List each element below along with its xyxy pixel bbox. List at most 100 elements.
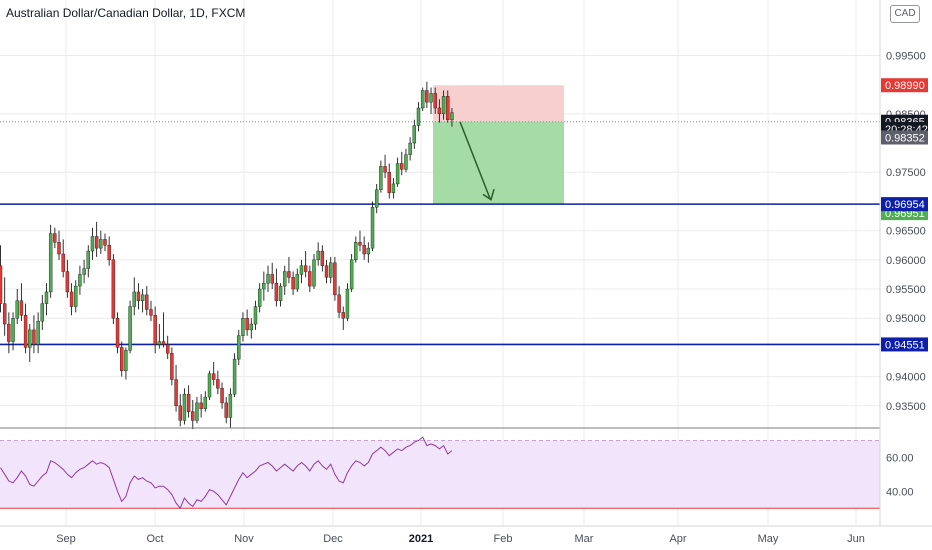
position-zones [433,85,564,205]
candle-body [65,271,70,293]
y-tick-label: 0.95500 [886,284,926,296]
candle-body [316,250,320,261]
y-tick-label: 0.95000 [886,313,926,325]
candle-body [69,291,74,307]
candle-body [333,262,337,296]
candle-body [257,288,262,307]
candle-body [103,239,107,246]
level-tag-text: 0.96954 [885,199,925,211]
rsi-band [0,440,880,509]
candle-body [295,274,299,290]
level-tag-text: 0.94551 [885,339,925,351]
candle-body [74,285,78,307]
candle-body [19,300,24,316]
candle-body [312,259,316,287]
candle-body [220,388,224,404]
candle-body [124,350,128,371]
trade-arrow-head [482,188,495,201]
candle-body [303,265,308,272]
candle-body [132,291,136,307]
y-tick-label: 0.96500 [886,226,926,238]
candle-body [195,402,199,421]
rsi-tick-label: 60.00 [886,452,914,464]
candle-body [15,300,19,319]
candle-body [115,318,120,348]
candle-body [429,93,433,103]
candle-body [170,353,174,380]
candle-body [149,309,153,316]
candle-body [99,239,103,249]
candle-body [153,315,157,345]
candle-body [7,323,11,342]
candle-body [11,318,15,342]
candle-body [283,271,287,287]
candle-body [395,163,400,185]
y-tick-label: 0.96000 [886,255,926,267]
candle-body [400,163,404,170]
trade-arrow-line [459,121,491,199]
candle-body [408,142,412,155]
candle-body [404,154,408,170]
candle-body [274,282,279,301]
candle-body [111,259,116,319]
price-tag-stop [881,78,928,93]
chart-title: Australian Dollar/Canadian Dollar, 1D, F… [6,6,246,20]
candle-body [366,247,371,255]
candle-body [245,318,249,331]
candle-body [329,262,333,278]
candle-body [94,236,99,249]
candle-body [53,233,57,243]
candle-body [140,294,145,301]
candle-body [145,294,149,310]
rsi-tick-label: 40.00 [886,486,914,498]
x-tick-label: Oct [146,533,163,545]
candle-body [370,207,375,249]
rsi-line [0,436,453,510]
candle-body [383,166,387,173]
candle-body [120,347,124,371]
y-tick-label: 0.94000 [886,372,926,384]
candle-body [416,107,421,126]
candle-body [82,268,86,275]
candle-body [161,341,166,345]
price-tag-prev [881,130,928,145]
candle-body [207,373,212,398]
horizontal-levels [0,121,880,346]
candle-body [420,90,425,109]
candle-body [186,393,191,412]
candle-body [182,393,187,421]
candle-body [262,282,266,290]
candle-body [28,329,32,348]
x-tick-label: 2021 [409,533,433,545]
candle-body [232,358,237,395]
candle-body [136,291,141,301]
candle-body [191,411,195,421]
currency-button[interactable]: CAD [890,5,920,23]
x-tick-label: Apr [669,533,686,545]
candle-body [203,396,208,409]
candle-body [216,379,220,389]
candle-body [32,329,36,345]
y-tick-label: 0.97500 [886,167,926,179]
candle-body [23,315,28,348]
candle-body [266,274,270,284]
candle-body [224,402,228,418]
candle-body [308,271,312,287]
price-tag-text-prev: 0.98352 [885,132,925,144]
candle-body [228,393,233,418]
candle-body [86,250,90,269]
candle-body [57,242,61,255]
candle-body [337,294,341,313]
x-tick-label: Dec [323,533,343,545]
candle-body [446,96,450,120]
take-profit-zone [433,121,564,205]
candle-body [48,233,53,293]
level-tag [881,337,928,352]
candle-body [253,306,258,325]
candle-body [320,250,325,266]
candle-body [345,288,350,319]
x-tick-label: May [758,533,779,545]
candle-body [450,112,454,120]
candle-body [291,277,295,290]
